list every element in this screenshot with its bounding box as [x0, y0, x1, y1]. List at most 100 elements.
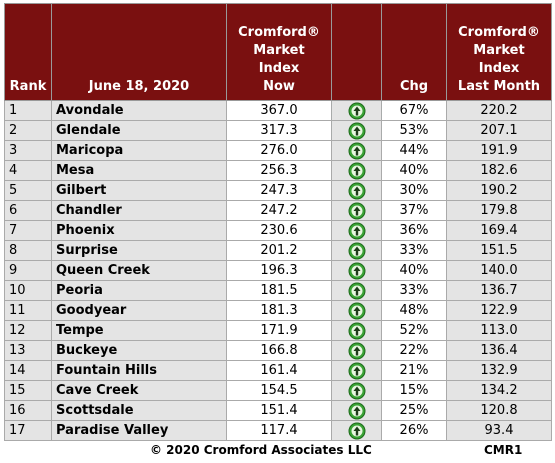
cell-last: 120.8: [446, 400, 552, 421]
arrow-cell: [331, 420, 382, 441]
cell-now: 181.3: [226, 300, 332, 321]
cell-rank: 10: [4, 280, 52, 301]
cell-chg: 22%: [381, 340, 447, 361]
arrow-cell: [331, 340, 382, 361]
table-row: 10 Peoria 181.5 33% 136.7: [4, 280, 552, 301]
arrow-cell: [331, 360, 382, 381]
cell-now: 230.6: [226, 220, 332, 241]
arrow-cell: [331, 380, 382, 401]
cell-chg: 33%: [381, 240, 447, 261]
cell-now: 171.9: [226, 320, 332, 341]
up-arrow-icon: [348, 182, 365, 199]
arrow-cell: [331, 120, 382, 141]
cell-rank: 3: [4, 140, 52, 161]
up-arrow-icon: [348, 142, 365, 159]
arrow-cell: [331, 400, 382, 421]
table-row: 7 Phoenix 230.6 36% 169.4: [4, 220, 552, 241]
cell-now: 201.2: [226, 240, 332, 261]
cell-rank: 16: [4, 400, 52, 421]
cell-rank: 4: [4, 160, 52, 181]
cell-city: Phoenix: [51, 220, 227, 241]
cell-city: Chandler: [51, 200, 227, 221]
cell-rank: 14: [4, 360, 52, 381]
cell-city: Queen Creek: [51, 260, 227, 281]
cell-now: 181.5: [226, 280, 332, 301]
cell-last: 93.4: [446, 420, 552, 441]
cell-now: 256.3: [226, 160, 332, 181]
cell-last: 179.8: [446, 200, 552, 221]
cell-city: Avondale: [51, 100, 227, 121]
cell-city: Fountain Hills: [51, 360, 227, 381]
up-arrow-icon: [348, 282, 365, 299]
cell-chg: 52%: [381, 320, 447, 341]
cell-city: Cave Creek: [51, 380, 227, 401]
cell-chg: 37%: [381, 200, 447, 221]
cell-city: Surprise: [51, 240, 227, 261]
cell-last: 136.4: [446, 340, 552, 361]
cell-chg: 67%: [381, 100, 447, 121]
cell-now: 276.0: [226, 140, 332, 161]
up-arrow-icon: [348, 422, 365, 439]
cell-chg: 30%: [381, 180, 447, 201]
cell-chg: 25%: [381, 400, 447, 421]
header-cell: Cromford® Market Index Last Month: [446, 3, 552, 101]
up-arrow-icon: [348, 122, 365, 139]
arrow-cell: [331, 320, 382, 341]
arrow-cell: [331, 180, 382, 201]
cell-rank: 5: [4, 180, 52, 201]
table-row: 8 Surprise 201.2 33% 151.5: [4, 240, 552, 261]
header-cell: [331, 3, 382, 101]
cell-last: 113.0: [446, 320, 552, 341]
copyright: © 2020 Cromford Associates LLC: [150, 443, 372, 457]
cell-now: 117.4: [226, 420, 332, 441]
cell-now: 247.2: [226, 200, 332, 221]
table-row: 12 Tempe 171.9 52% 113.0: [4, 320, 552, 341]
up-arrow-icon: [348, 222, 365, 239]
cell-rank: 8: [4, 240, 52, 261]
table-row: 11 Goodyear 181.3 48% 122.9: [4, 300, 552, 321]
table-row: 9 Queen Creek 196.3 40% 140.0: [4, 260, 552, 281]
header-cell: June 18, 2020: [51, 3, 227, 101]
cell-city: Maricopa: [51, 140, 227, 161]
cell-last: 132.9: [446, 360, 552, 381]
table-body: 1 Avondale 367.0 67% 220.2 2 Glendale 317.3 53% 2…: [4, 100, 552, 441]
header-cell: Cromford® Market Index Now: [226, 3, 332, 101]
cell-rank: 6: [4, 200, 52, 221]
cell-city: Goodyear: [51, 300, 227, 321]
cell-rank: 12: [4, 320, 52, 341]
cell-chg: 21%: [381, 360, 447, 381]
cell-city: Peoria: [51, 280, 227, 301]
cell-rank: 11: [4, 300, 52, 321]
table-row: 6 Chandler 247.2 37% 179.8: [4, 200, 552, 221]
up-arrow-icon: [348, 342, 365, 359]
cell-now: 161.4: [226, 360, 332, 381]
arrow-cell: [331, 300, 382, 321]
cell-last: 136.7: [446, 280, 552, 301]
cell-now: 247.3: [226, 180, 332, 201]
arrow-cell: [331, 260, 382, 281]
cell-city: Mesa: [51, 160, 227, 181]
cell-chg: 36%: [381, 220, 447, 241]
cell-last: 190.2: [446, 180, 552, 201]
cell-rank: 2: [4, 120, 52, 141]
table-wrap: Rank June 18, 2020 Cromford® Market Inde…: [4, 3, 552, 441]
cell-city: Paradise Valley: [51, 420, 227, 441]
cell-last: 182.6: [446, 160, 552, 181]
header-cell: Chg: [381, 3, 447, 101]
cell-last: 134.2: [446, 380, 552, 401]
table-row: 14 Fountain Hills 161.4 21% 132.9: [4, 360, 552, 381]
table-row: 2 Glendale 317.3 53% 207.1: [4, 120, 552, 141]
cell-chg: 40%: [381, 160, 447, 181]
cell-city: Glendale: [51, 120, 227, 141]
table-row: 5 Gilbert 247.3 30% 190.2: [4, 180, 552, 201]
up-arrow-icon: [348, 402, 365, 419]
arrow-cell: [331, 160, 382, 181]
arrow-cell: [331, 280, 382, 301]
table-row: 1 Avondale 367.0 67% 220.2: [4, 100, 552, 121]
arrow-cell: [331, 140, 382, 161]
cell-rank: 17: [4, 420, 52, 441]
table-row: 3 Maricopa 276.0 44% 191.9: [4, 140, 552, 161]
table-row: 4 Mesa 256.3 40% 182.6: [4, 160, 552, 181]
up-arrow-icon: [348, 102, 365, 119]
cell-last: 122.9: [446, 300, 552, 321]
